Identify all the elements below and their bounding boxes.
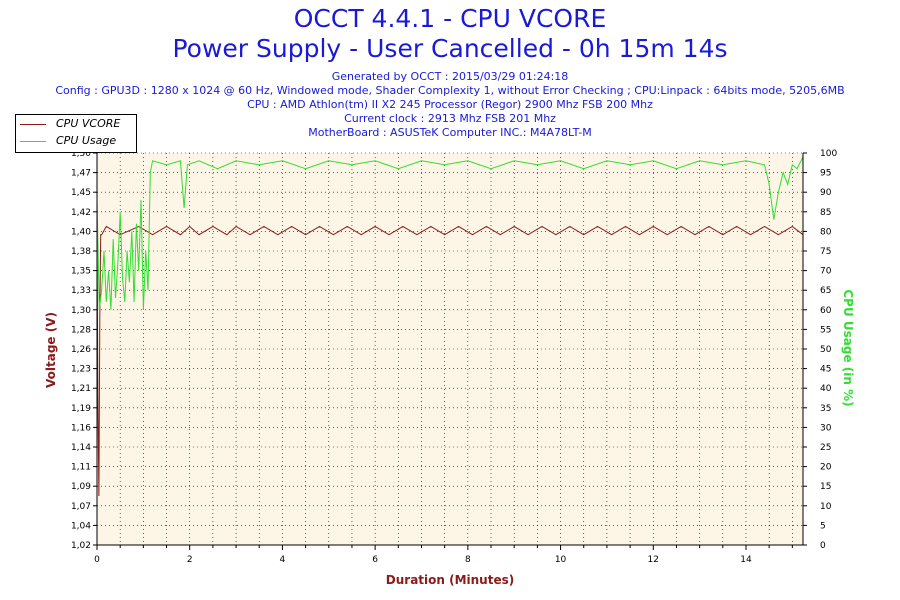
- y2-tick-label: 10: [820, 502, 832, 512]
- legend: CPU VCORE CPU Usage: [15, 114, 137, 153]
- y-tick-label: 1,07: [71, 502, 91, 512]
- chart-title: OCCT 4.4.1 - CPU VCORE: [293, 4, 607, 33]
- info-motherboard: MotherBoard : ASUSTeK Computer INC.: M4A…: [308, 126, 592, 139]
- series-line-vcore: [96, 225, 804, 497]
- x-tick-label: 10: [555, 555, 567, 565]
- info-cpu: CPU : AMD Athlon(tm) II X2 245 Processor…: [247, 98, 653, 111]
- info-generated: Generated by OCCT : 2015/03/29 01:24:18: [331, 70, 569, 83]
- y2-tick-label: 45: [820, 365, 831, 375]
- y2-tick-label: 20: [820, 463, 832, 473]
- x-tick-label: 14: [740, 555, 752, 565]
- y-tick-label: 1,02: [71, 541, 91, 551]
- y2-tick-label: 90: [820, 188, 832, 198]
- y-tick-label: 1,16: [71, 423, 91, 433]
- y2-tick-label: 15: [820, 482, 831, 492]
- y2-tick-label: 95: [820, 169, 831, 179]
- y-tick-label: 1,28: [71, 325, 91, 335]
- y-tick-label: 1,50: [71, 149, 91, 159]
- y-tick-label: 1,42: [71, 208, 91, 218]
- y2-tick-label: 40: [820, 384, 832, 394]
- x-axis-label: Duration (Minutes): [385, 573, 515, 587]
- info-clock: Current clock : 2913 Mhz FSB 201 Mhz: [344, 112, 556, 125]
- legend-swatch-usage: [20, 140, 46, 142]
- y2-tick-label: 85: [820, 208, 831, 218]
- y-axis-label: Voltage (V): [44, 312, 58, 388]
- y-tick-label: 1,21: [71, 384, 91, 394]
- legend-item-vcore: CPU VCORE: [20, 117, 120, 133]
- legend-label-vcore: CPU VCORE: [56, 117, 121, 130]
- x-tick-label: 0: [94, 555, 100, 565]
- series-line-usage: [96, 156, 804, 310]
- y-tick-label: 1,26: [71, 345, 91, 355]
- y2-tick-label: 70: [820, 267, 832, 277]
- legend-swatch-vcore: [20, 123, 46, 125]
- x-tick-label: 8: [465, 555, 471, 565]
- y2-tick-label: 0: [820, 541, 826, 551]
- x-tick-label: 2: [187, 555, 193, 565]
- legend-label-usage: CPU Usage: [56, 134, 117, 147]
- y-tick-label: 1,35: [71, 267, 91, 277]
- y-tick-label: 1,23: [71, 365, 91, 375]
- y-tick-label: 1,38: [71, 247, 91, 257]
- y2-tick-label: 60: [820, 306, 832, 316]
- y2-tick-label: 5: [820, 521, 826, 531]
- chart-subtitle: Power Supply - User Cancelled - 0h 15m 1…: [172, 34, 728, 63]
- x-tick-label: 12: [648, 555, 659, 565]
- y2-tick-label: 80: [820, 227, 832, 237]
- y2-tick-label: 50: [820, 345, 832, 355]
- y-tick-label: 1,04: [71, 521, 91, 531]
- y2-tick-label: 35: [820, 404, 831, 414]
- y2-tick-label: 75: [820, 247, 831, 257]
- y-tick-label: 1,19: [71, 404, 91, 414]
- y-tick-label: 1,40: [71, 227, 91, 237]
- x-tick-label: 6: [372, 555, 378, 565]
- y-tick-label: 1,14: [71, 443, 91, 453]
- y2-tick-label: 100: [820, 149, 837, 159]
- y-tick-label: 1,11: [71, 463, 91, 473]
- y2-tick-label: 25: [820, 443, 831, 453]
- y-tick-label: 1,09: [71, 482, 91, 492]
- y-tick-label: 1,33: [71, 286, 91, 296]
- y-tick-label: 1,45: [71, 188, 91, 198]
- legend-item-usage: CPU Usage: [20, 134, 116, 150]
- y2-tick-label: 30: [820, 423, 832, 433]
- y2-tick-label: 55: [820, 325, 831, 335]
- x-tick-label: 4: [280, 555, 286, 565]
- y-tick-label: 1,47: [71, 169, 91, 179]
- y2-tick-label: 65: [820, 286, 831, 296]
- info-config: Config : GPU3D : 1280 x 1024 @ 60 Hz, Wi…: [55, 84, 845, 97]
- y-tick-label: 1,30: [71, 306, 91, 316]
- y-axis-label-right: CPU Usage (in %): [841, 289, 855, 407]
